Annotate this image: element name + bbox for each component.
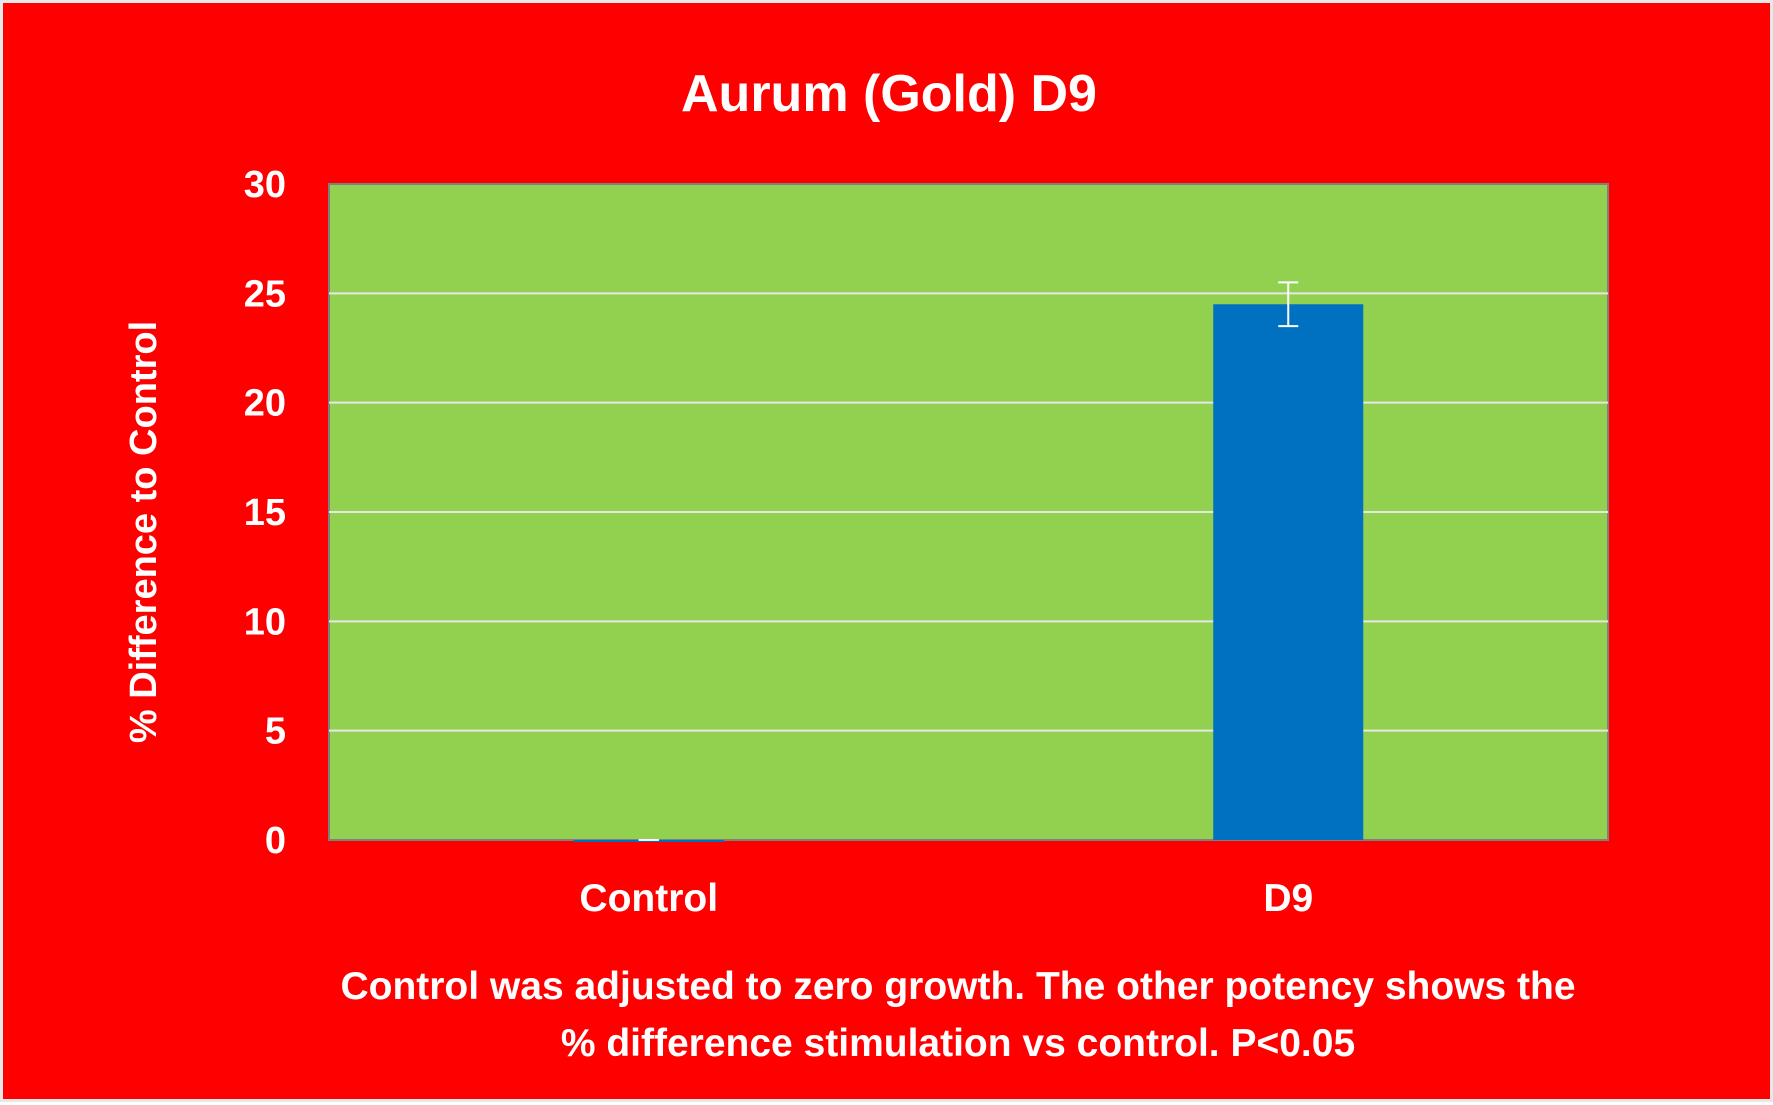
y-tick-label: 0 xyxy=(265,820,286,862)
y-tick-label: 30 xyxy=(244,164,286,206)
footnote-line-2: % difference stimulation vs control. P<0… xyxy=(560,1022,1356,1065)
y-tick-label: 10 xyxy=(244,601,286,643)
x-axis-categories: Control D9 xyxy=(579,877,1313,920)
y-tick-label: 20 xyxy=(244,383,286,425)
error-bar-d9 xyxy=(1278,281,1299,328)
x-category-label: D9 xyxy=(1263,877,1313,920)
chart-title: Aurum (Gold) D9 xyxy=(681,65,1097,123)
chart-footnote: Control was adjusted to zero growth. The… xyxy=(243,958,1673,1072)
gridlines xyxy=(329,292,1608,732)
bars xyxy=(573,281,1364,842)
y-tick-label: 15 xyxy=(244,492,286,534)
bar-d9 xyxy=(1213,304,1364,840)
footnote-line-1: Control was adjusted to zero growth. The… xyxy=(340,965,1576,1008)
y-axis-ticks: 0 5 10 15 20 25 30 xyxy=(244,164,286,862)
chart: Aurum (Gold) D9 0 5 10 15 20 25 30 Control D9 %… xyxy=(123,65,1609,920)
x-category-label: Control xyxy=(579,877,718,920)
y-tick-label: 25 xyxy=(244,273,286,315)
y-axis-title: % Difference to Control xyxy=(123,321,165,743)
y-tick-label: 5 xyxy=(265,711,286,753)
